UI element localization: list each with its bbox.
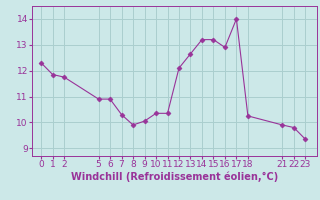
- X-axis label: Windchill (Refroidissement éolien,°C): Windchill (Refroidissement éolien,°C): [71, 172, 278, 182]
